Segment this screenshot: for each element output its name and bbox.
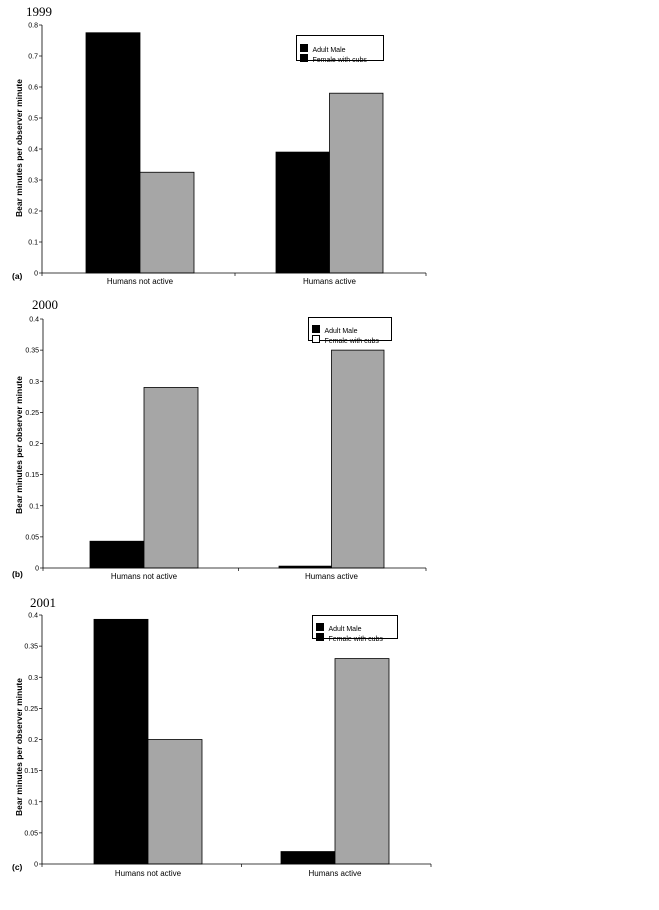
bar-adult-male — [280, 851, 336, 865]
y-tick-label: 0.25 — [25, 410, 39, 417]
y-tick-label: 0.4 — [28, 613, 38, 620]
y-tick-label: 0.05 — [24, 830, 38, 837]
y-tick-label: 0.2 — [28, 737, 38, 744]
legend: Adult Male Female with cubs — [296, 35, 384, 64]
legend-swatch — [316, 622, 324, 631]
legend-swatch — [300, 53, 308, 62]
bar-adult-male — [93, 618, 149, 865]
y-tick-label: 0.1 — [29, 503, 39, 510]
bar-female-with-cubs — [334, 658, 390, 865]
x-tick-label: Humans not active — [115, 869, 182, 878]
y-tick-label: 0.3 — [29, 379, 39, 386]
bar-female-with-cubs — [329, 92, 384, 274]
legend-label: Adult Male — [328, 626, 362, 633]
chart-title: 2000 — [32, 297, 58, 312]
legend-swatch — [312, 334, 320, 343]
chart-panel-2001: 2001 (c) Adult Male Female with cubs 0 0.… — [0, 592, 659, 892]
y-tick-label: 0.2 — [29, 441, 39, 448]
legend-item: Adult Male — [316, 618, 362, 636]
legend-item: Adult Male — [312, 320, 358, 338]
legend-label: Female with cubs — [328, 636, 383, 643]
y-tick-label: 0.15 — [25, 472, 39, 479]
legend-item: Adult Male — [300, 39, 346, 57]
bar-female-with-cubs — [139, 171, 195, 274]
chart-title: 2001 — [30, 595, 56, 610]
bar-chart: 0 0.05 0.1 0.15 0.2 0.25 0.3 0.35 0.4 Humans not … — [14, 317, 427, 581]
x-tick-label: Humans active — [309, 869, 362, 878]
bar-adult-male — [275, 151, 330, 274]
legend-label: Adult Male — [312, 47, 346, 54]
y-tick-label: 0 — [35, 566, 39, 573]
bar-adult-male — [89, 540, 145, 569]
panel-label: (b) — [12, 569, 23, 579]
legend-item: Female with cubs — [316, 628, 383, 646]
y-tick-label: 0.2 — [28, 209, 38, 216]
y-axis-label: Bear minutes per observer minute — [14, 79, 24, 217]
legend-swatch — [300, 43, 308, 52]
x-tick-label: Humans not active — [107, 277, 174, 286]
legend-item: Female with cubs — [312, 330, 379, 348]
y-tick-label: 0.05 — [25, 534, 39, 541]
bar-adult-male — [85, 32, 141, 274]
y-tick-label: 0.6 — [28, 85, 38, 92]
legend-label: Female with cubs — [324, 338, 379, 345]
y-tick-label: 0.3 — [28, 178, 38, 185]
legend: Adult Male Female with cubs — [312, 615, 398, 643]
y-tick-label: 0.7 — [28, 54, 38, 61]
y-tick-label: 0.4 — [28, 147, 38, 154]
chart-panel-1999: 1999 (a) Adult Male Female with cubs 0 0.… — [0, 0, 659, 300]
panel-label: (a) — [12, 271, 23, 281]
y-tick-label: 0.8 — [28, 23, 38, 30]
y-tick-label: 0.3 — [28, 675, 38, 682]
bar-chart: 0 0.1 0.2 0.3 0.4 0.5 0.6 0.7 0.8 Humans not acti… — [14, 23, 427, 286]
y-tick-label: 0.1 — [28, 240, 38, 247]
y-tick-label: 0.25 — [24, 706, 38, 713]
y-axis-label: Bear minutes per observer minute — [14, 376, 24, 514]
panel-label: (c) — [12, 862, 23, 872]
bar-chart: 0 0.05 0.1 0.15 0.2 0.25 0.3 0.35 0.4 Humans not … — [14, 613, 432, 878]
x-tick-label: Humans active — [303, 277, 356, 286]
y-tick-label: 0.4 — [29, 317, 39, 324]
legend: Adult Male Female with cubs — [308, 317, 392, 345]
bar-female-with-cubs — [143, 387, 199, 569]
y-tick-label: 0.5 — [28, 116, 38, 123]
legend-label: Female with cubs — [312, 57, 367, 64]
legend-swatch — [316, 632, 324, 641]
y-tick-label: 0 — [34, 271, 38, 278]
chart-panel-2000: 2000 (b) Adult Male Female with cubs 0 0.… — [0, 295, 659, 595]
legend-item: Female with cubs — [300, 49, 367, 67]
y-tick-label: 0 — [34, 862, 38, 869]
x-tick-label: Humans not active — [111, 572, 178, 581]
y-tick-label: 0.1 — [28, 799, 38, 806]
y-tick-label: 0.15 — [24, 768, 38, 775]
legend-label: Adult Male — [324, 328, 358, 335]
y-axis-label: Bear minutes per observer minute — [14, 678, 24, 816]
legend-swatch — [312, 324, 320, 333]
y-tick-label: 0.35 — [25, 348, 39, 355]
chart-title: 1999 — [26, 4, 52, 19]
bar-female-with-cubs — [331, 349, 385, 569]
x-tick-label: Humans active — [305, 572, 358, 581]
y-tick-label: 0.35 — [24, 644, 38, 651]
bar-female-with-cubs — [147, 739, 203, 865]
